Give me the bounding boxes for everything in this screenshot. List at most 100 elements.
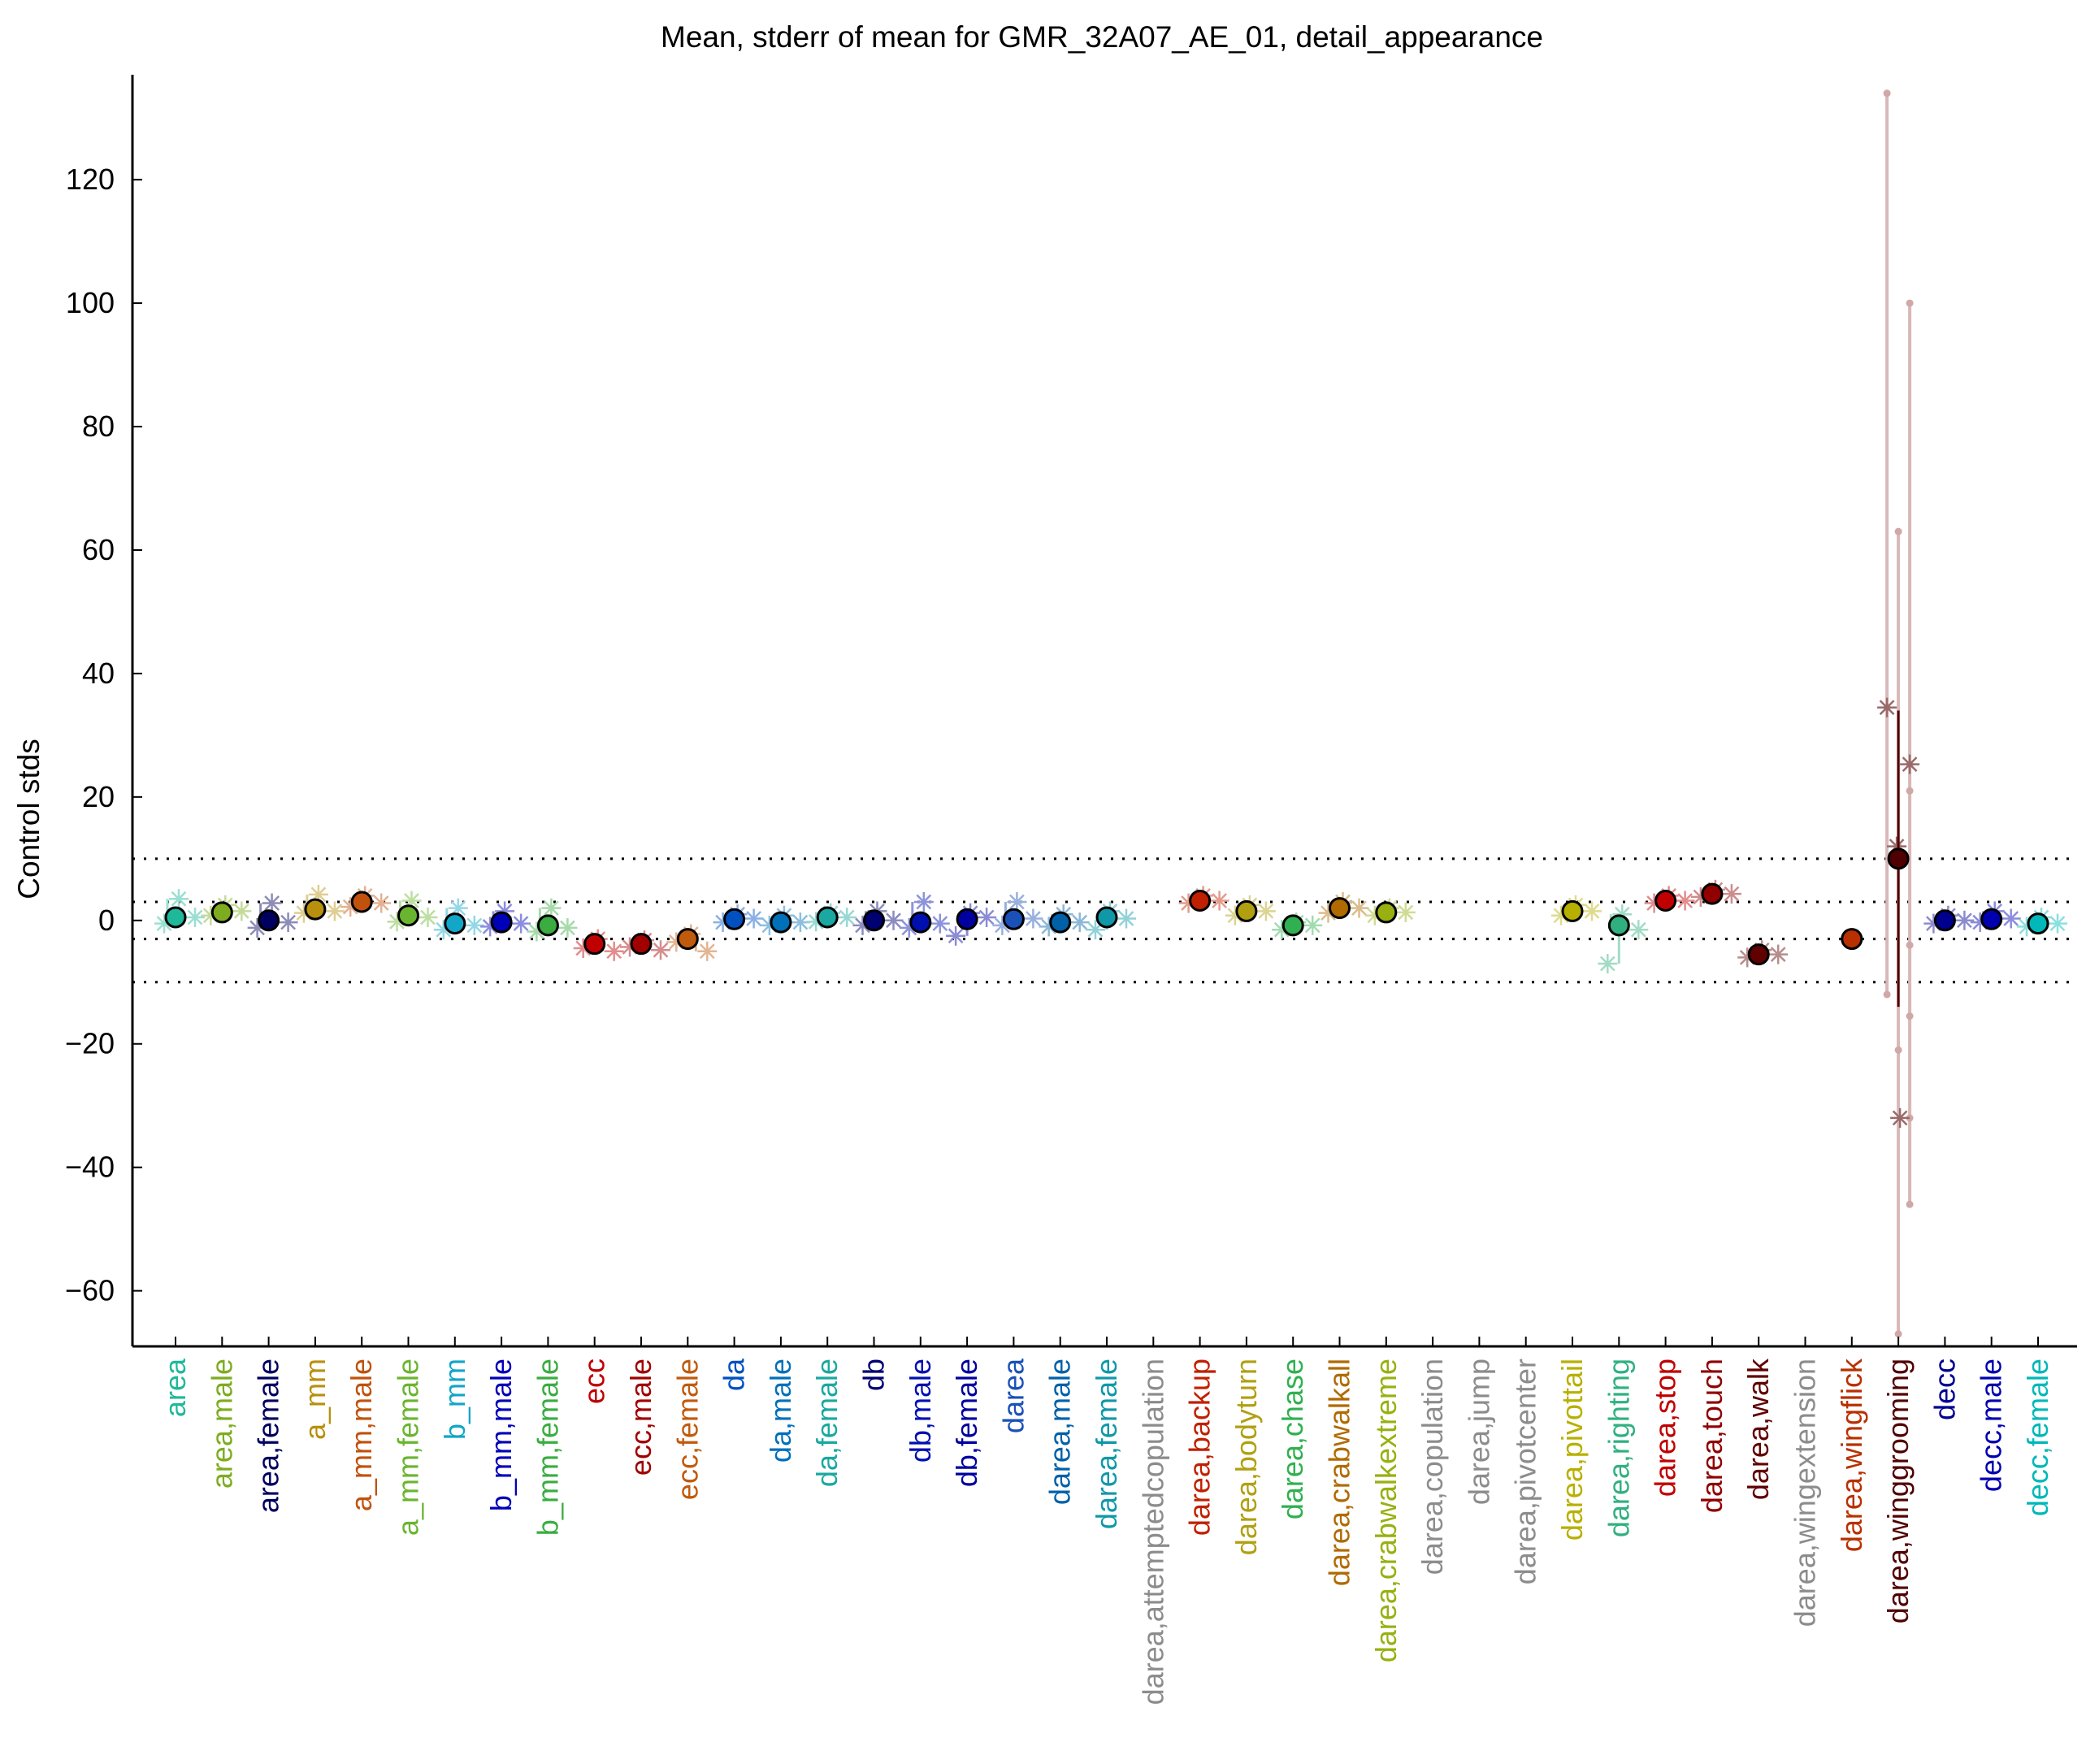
control-mean-marker [1879, 700, 1895, 716]
x-category-label: darea,jump [1462, 1359, 1495, 1505]
chart-title: Mean, stderr of mean for GMR_32A07_AE_01… [661, 20, 1543, 54]
x-category-label: darea,stop [1649, 1359, 1682, 1497]
x-category-label: b_mm,male [484, 1359, 518, 1511]
control-marker [2003, 911, 2019, 926]
control-point [1906, 299, 1914, 307]
control-point [1906, 941, 1914, 949]
control-marker [886, 912, 901, 929]
data-markers [154, 697, 2067, 1128]
control-marker [373, 895, 389, 911]
mean-marker [1561, 899, 1584, 922]
x-category-label: db [857, 1359, 891, 1391]
control-marker [1026, 911, 1041, 926]
control-mean-marker [1892, 1110, 1908, 1126]
error-lines [166, 89, 2040, 1338]
control-marker [606, 943, 622, 960]
mean-marker [1933, 909, 1956, 932]
x-category-label: darea,backup [1183, 1359, 1216, 1536]
control-marker [420, 909, 436, 925]
control-point [1894, 527, 1902, 535]
x-category-label: da,female [810, 1359, 844, 1487]
control-marker [1072, 914, 1088, 930]
y-tick-label: 80 [82, 410, 115, 443]
x-category-label: darea,winggrooming [1881, 1359, 1915, 1623]
mean-marker [1701, 882, 1724, 905]
control-marker [2049, 916, 2066, 931]
mean-marker [723, 908, 746, 930]
x-category-label: a_mm,female [392, 1359, 425, 1536]
y-tick-label: 0 [98, 904, 115, 937]
mean-marker [676, 928, 699, 951]
x-category-label: darea,bodyturn [1229, 1359, 1263, 1555]
control-marker [1630, 921, 1646, 938]
x-category-label: area,female [252, 1359, 285, 1513]
control-point [1883, 89, 1891, 98]
x-category-label: ecc,male [624, 1359, 657, 1476]
control-point [1906, 787, 1914, 795]
y-tick-label: 40 [82, 657, 115, 690]
control-marker [792, 914, 809, 930]
mean-marker [816, 906, 839, 929]
mean-marker [1189, 889, 1212, 912]
x-category-label: darea,wingextension [1789, 1359, 1822, 1627]
control-marker [187, 909, 203, 925]
control-marker [544, 900, 559, 916]
mean-marker [397, 904, 419, 927]
control-marker [1212, 893, 1227, 908]
control-point [1906, 1200, 1914, 1208]
y-tick-label: 60 [82, 533, 115, 566]
x-category-label: darea,pivottail [1555, 1359, 1589, 1541]
control-marker [699, 943, 715, 960]
control-marker [1398, 904, 1414, 921]
x-category-label: darea,chase [1276, 1359, 1309, 1519]
x-category-label: darea,attemptedcopulation [1136, 1359, 1169, 1705]
y-tick-label: −20 [65, 1027, 115, 1060]
x-category-label: darea,touch [1695, 1359, 1728, 1513]
mean-marker [2027, 912, 2049, 935]
mean-marker [770, 911, 792, 934]
x-category-label: area [158, 1358, 192, 1417]
control-marker [1957, 912, 1972, 929]
mean-marker [1002, 908, 1025, 930]
x-category-label: db,female [950, 1359, 983, 1487]
control-point [1894, 1046, 1902, 1054]
control-marker [948, 928, 964, 944]
x-category-label: darea,male [1043, 1359, 1077, 1505]
mean-marker [1282, 914, 1304, 937]
x-category-label: darea,female [1090, 1359, 1123, 1529]
x-category-label: a_mm [298, 1359, 332, 1440]
mean-marker [909, 911, 932, 934]
control-mean-marker [1902, 756, 1918, 772]
control-marker [1584, 904, 1600, 919]
x-category-label: b_mm,female [531, 1359, 564, 1536]
y-tick-label: 120 [66, 163, 115, 196]
mean-marker [863, 909, 885, 932]
control-marker [1009, 894, 1025, 910]
mean-marker [1747, 943, 1770, 966]
x-category-label: darea,pivotcenter [1509, 1359, 1542, 1584]
control-marker [264, 895, 280, 911]
mean-marker [1841, 928, 1863, 951]
mean-marker [956, 908, 978, 930]
mean-marker [444, 912, 466, 935]
mean-marker [1049, 911, 1072, 934]
control-marker [653, 942, 669, 958]
x-category-label: darea,copulation [1416, 1359, 1449, 1575]
control-marker [280, 914, 296, 930]
control-marker [1258, 904, 1274, 919]
x-category-label: darea [996, 1358, 1030, 1433]
mean-marker [304, 898, 327, 921]
mean-marker [258, 909, 280, 932]
control-marker [978, 909, 995, 925]
control-marker [1724, 886, 1740, 902]
control-marker [916, 894, 932, 910]
axes [131, 75, 2077, 1348]
mean-marker [1887, 847, 1910, 870]
mean-marker [350, 891, 373, 913]
control-marker [1351, 900, 1367, 916]
x-category-label: decc [1928, 1359, 1961, 1420]
x-category-label: db,male [904, 1359, 937, 1463]
mean-marker [1980, 908, 2003, 930]
x-category-label: decc,male [1975, 1359, 2008, 1492]
mean-marker [490, 911, 513, 934]
